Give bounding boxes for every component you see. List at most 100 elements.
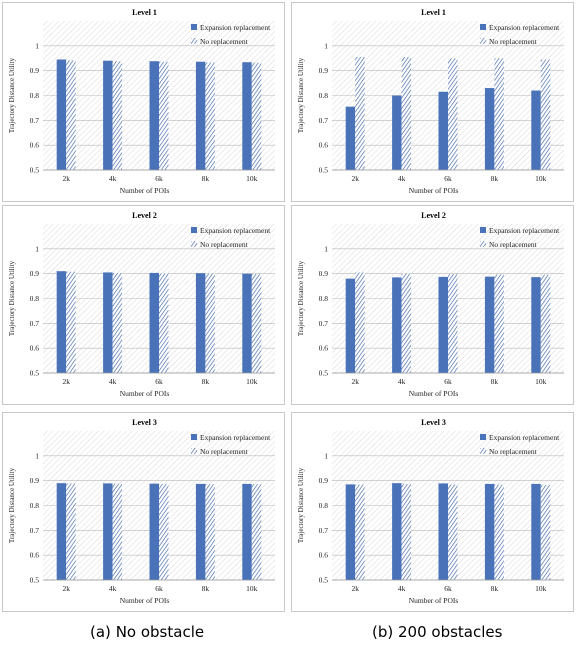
x-tick-label: 8k [202, 377, 210, 386]
x-tick-label: 4k [398, 584, 406, 593]
bar-no-replacement [66, 60, 76, 171]
chart-panel-a-level-2: 0.5 0.6 0.7 0.8 0.9 1 2k 4k 6k 8k 10k Level 2 Number… [2, 205, 285, 405]
x-tick-label: 6k [155, 377, 163, 386]
legend-swatch-expansion [480, 24, 486, 30]
legend-label: Expansion replacement [200, 23, 271, 32]
bar-no-replacement [205, 273, 215, 373]
x-tick-label: 2k [62, 174, 70, 183]
x-tick-label: 2k [351, 174, 359, 183]
legend-label: Expansion replacement [200, 226, 271, 235]
bar-no-replacement [448, 484, 458, 580]
x-axis-label: Number of POIs [409, 596, 459, 605]
bar-expansion-replacement [56, 59, 67, 170]
legend-swatch-expansion [191, 24, 197, 30]
chart-panel-b-level-1: 0.5 0.6 0.7 0.8 0.9 1 2k 4k 6k 8k 10k Level 1 Number… [291, 2, 574, 202]
bar-no-replacement [159, 483, 169, 580]
x-tick-label: 8k [491, 174, 499, 183]
bar-no-replacement [159, 61, 169, 170]
y-tick-label: 0.7 [30, 526, 40, 535]
y-tick-label: 1 [35, 41, 39, 50]
legend-swatch-no-replacement [191, 241, 197, 247]
bar-no-replacement [66, 483, 76, 580]
y-tick-label: 1 [35, 244, 39, 253]
y-axis-label: Trajectory Distance Utility [8, 260, 16, 336]
chart-title: Level 3 [421, 418, 446, 427]
bar-no-replacement [251, 273, 262, 373]
bar-no-replacement [494, 484, 504, 580]
x-tick-label: 8k [202, 584, 210, 593]
legend-swatch-no-replacement [191, 38, 197, 44]
legend-swatch-no-replacement [480, 38, 486, 44]
bar-expansion-replacement [242, 483, 252, 580]
caption-right-text: 200 obstacles [398, 623, 503, 641]
y-tick-label: 0.7 [319, 319, 329, 328]
x-axis-label: Number of POIs [409, 389, 459, 398]
x-tick-label: 8k [491, 584, 499, 593]
bar-no-replacement [494, 58, 504, 170]
chart-title: Level 2 [132, 211, 157, 220]
bar-no-replacement [448, 58, 458, 170]
x-axis-label: Number of POIs [409, 186, 459, 195]
bar-expansion-replacement [345, 278, 356, 373]
bar-no-replacement [355, 272, 365, 373]
chart-title: Level 2 [421, 211, 446, 220]
y-tick-label: 0.9 [30, 269, 40, 278]
caption-right: (b) 200 obstacles [372, 623, 502, 641]
chart-title: Level 1 [132, 8, 157, 17]
y-tick-label: 0.8 [30, 91, 40, 100]
bar-no-replacement [112, 272, 123, 373]
y-tick-label: 0.7 [319, 116, 329, 125]
y-tick-label: 0.5 [30, 576, 40, 585]
y-tick-label: 1 [324, 451, 328, 460]
bar-expansion-replacement [345, 484, 356, 580]
bar-expansion-replacement [484, 88, 495, 170]
x-tick-label: 10k [246, 377, 258, 386]
y-axis-label: Trajectory Distance Utility [297, 57, 305, 133]
chart-svg: 0.5 0.6 0.7 0.8 0.9 1 2k 4k 6k 8k 10k Level 3 Number… [8, 418, 275, 605]
bar-no-replacement [401, 484, 412, 580]
legend-label: No replacement [489, 240, 538, 249]
x-tick-label: 2k [351, 377, 359, 386]
bar-no-replacement [251, 62, 262, 170]
bar-expansion-replacement [103, 272, 113, 373]
caption-left-text: No obstacle [115, 623, 205, 641]
legend-label: No replacement [489, 37, 538, 46]
bar-no-replacement [540, 484, 551, 580]
x-tick-label: 10k [246, 584, 258, 593]
chart-panel-b-level-3: 0.5 0.6 0.7 0.8 0.9 1 2k 4k 6k 8k 10k Level 3 Number… [291, 412, 574, 612]
bar-expansion-replacement [195, 61, 206, 170]
x-tick-label: 6k [444, 174, 452, 183]
bar-expansion-replacement [392, 95, 402, 170]
bar-expansion-replacement [195, 483, 206, 580]
y-tick-label: 0.9 [319, 476, 329, 485]
bar-no-replacement [540, 59, 551, 170]
legend-label: No replacement [200, 447, 249, 456]
bar-expansion-replacement [484, 276, 495, 373]
bar-expansion-replacement [345, 106, 356, 170]
chart-svg: 0.5 0.6 0.7 0.8 0.9 1 2k 4k 6k 8k 10k Level 3 Number… [297, 418, 564, 605]
legend-swatch-no-replacement [480, 241, 486, 247]
x-tick-label: 6k [444, 584, 452, 593]
y-tick-label: 0.8 [30, 501, 40, 510]
bar-no-replacement [112, 483, 123, 580]
bar-expansion-replacement [103, 60, 113, 170]
bar-expansion-replacement [149, 61, 159, 171]
bar-expansion-replacement [438, 91, 448, 170]
y-tick-label: 0.9 [30, 476, 40, 485]
y-axis-label: Trajectory Distance Utility [297, 260, 305, 336]
y-tick-label: 0.8 [319, 91, 329, 100]
x-tick-label: 4k [109, 377, 117, 386]
legend-label: No replacement [200, 37, 249, 46]
bar-no-replacement [448, 274, 458, 373]
bar-expansion-replacement [149, 272, 159, 373]
y-tick-label: 1 [324, 41, 328, 50]
bar-expansion-replacement [438, 276, 448, 373]
x-tick-label: 2k [62, 377, 70, 386]
y-axis-label: Trajectory Distance Utility [8, 57, 16, 133]
caption-left: (a) No obstacle [90, 623, 204, 641]
bar-expansion-replacement [242, 62, 252, 171]
bar-no-replacement [540, 274, 551, 373]
x-tick-label: 10k [535, 174, 547, 183]
bar-no-replacement [494, 274, 504, 373]
y-axis-label: Trajectory Distance Utility [297, 467, 305, 543]
